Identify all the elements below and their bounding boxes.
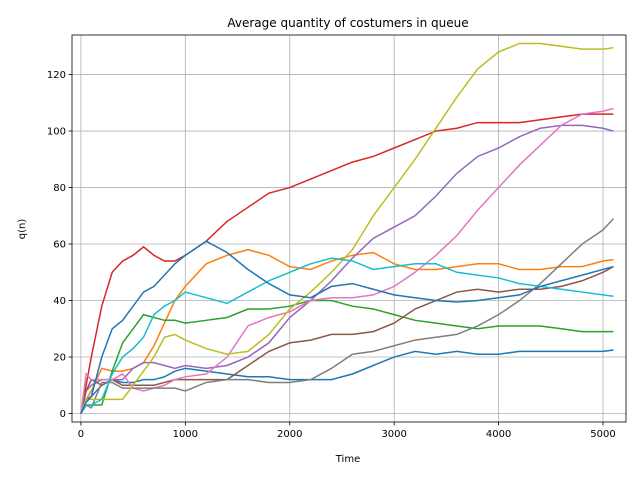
series-line bbox=[80, 248, 614, 414]
y-tick-label: 120 bbox=[47, 70, 66, 81]
x-tick-label: 0 bbox=[78, 429, 84, 440]
y-tick-label: 20 bbox=[53, 353, 66, 364]
y-tick-label: 100 bbox=[47, 127, 66, 138]
series-line bbox=[80, 113, 614, 414]
series-line bbox=[80, 240, 614, 414]
x-axis-label: Time bbox=[335, 454, 360, 465]
series-line bbox=[80, 349, 614, 414]
series-line bbox=[80, 257, 614, 414]
series-line bbox=[80, 218, 615, 414]
y-tick-label: 80 bbox=[53, 183, 66, 194]
x-tick-label: 1000 bbox=[173, 429, 198, 440]
y-tick-label: 0 bbox=[60, 409, 66, 420]
plot-frame bbox=[71, 34, 627, 423]
series-line bbox=[80, 299, 614, 414]
series-line bbox=[80, 42, 614, 414]
x-tick-label: 5000 bbox=[590, 429, 615, 440]
x-tick-label: 3000 bbox=[381, 429, 406, 440]
x-tick-label: 2000 bbox=[277, 429, 302, 440]
y-tick-label: 60 bbox=[53, 240, 66, 251]
y-tick-label: 40 bbox=[53, 296, 66, 307]
series-line bbox=[80, 124, 614, 414]
series-line bbox=[80, 107, 614, 414]
y-axis-label: q(n) bbox=[17, 219, 28, 240]
x-tick-label: 4000 bbox=[486, 429, 511, 440]
series-line bbox=[80, 265, 614, 414]
chart-title: Average quantity of costumers in queue bbox=[227, 16, 468, 30]
